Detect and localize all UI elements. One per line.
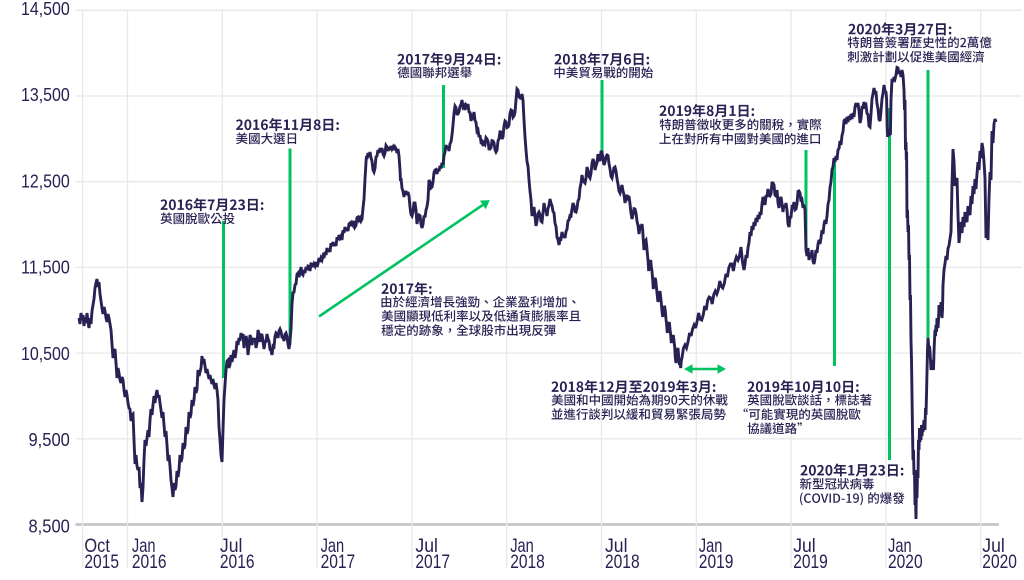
svg-text:8,500: 8,500: [29, 516, 70, 536]
svg-text:2020: 2020: [888, 551, 923, 573]
svg-text:14,500: 14,500: [21, 0, 70, 19]
svg-text:Jan: Jan: [888, 535, 912, 557]
svg-text:Jan: Jan: [699, 535, 723, 557]
svg-text:2018: 2018: [510, 551, 545, 573]
svg-text:Jan: Jan: [321, 535, 345, 557]
svg-text:2016: 2016: [132, 551, 167, 573]
svg-text:10,500: 10,500: [21, 344, 70, 364]
svg-text:Jul: Jul: [793, 535, 816, 557]
svg-text:Jan: Jan: [510, 535, 534, 557]
svg-text:13,500: 13,500: [21, 85, 70, 105]
svg-text:Jul: Jul: [415, 535, 438, 557]
svg-text:2015: 2015: [84, 551, 119, 573]
svg-text:Jul: Jul: [982, 535, 1005, 557]
svg-text:9,500: 9,500: [29, 430, 70, 450]
svg-text:2019: 2019: [793, 551, 828, 573]
svg-text:Jan: Jan: [132, 535, 156, 557]
svg-text:2017: 2017: [321, 551, 356, 573]
svg-text:2017: 2017: [415, 551, 450, 573]
svg-text:Oct: Oct: [84, 535, 110, 557]
svg-text:Jul: Jul: [605, 535, 628, 557]
svg-text:Jul: Jul: [220, 535, 243, 557]
svg-text:12,500: 12,500: [21, 171, 70, 191]
svg-text:2020: 2020: [982, 551, 1017, 573]
svg-text:11,500: 11,500: [21, 258, 70, 278]
svg-text:2016: 2016: [220, 551, 255, 573]
svg-text:2018: 2018: [605, 551, 640, 573]
svg-text:2019: 2019: [699, 551, 734, 573]
